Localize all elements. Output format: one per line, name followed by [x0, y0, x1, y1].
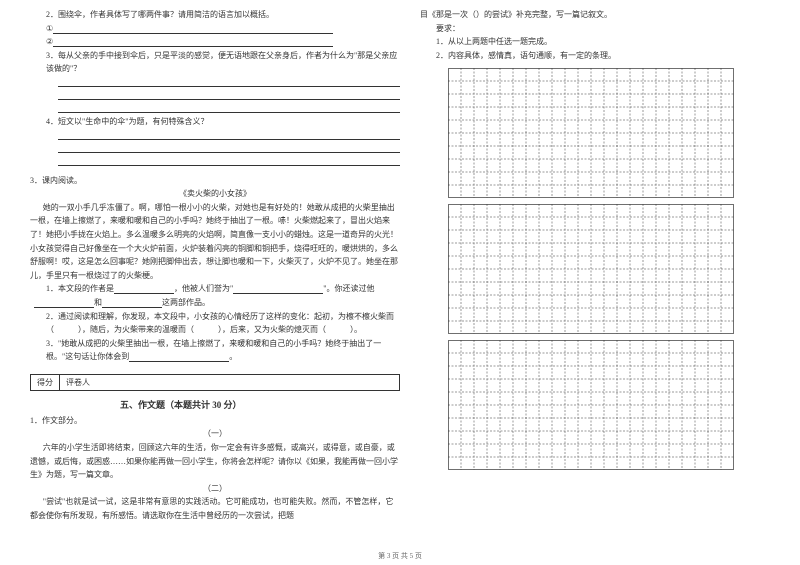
sq2: 2．通过阅读和理解，你发现，本文段中，小女孩的心情经历了这样的变化：起初，为檫不… — [30, 310, 400, 337]
answer-line[interactable] — [58, 155, 400, 166]
part5-title: 五、作文题（本题共计 30 分） — [30, 398, 400, 411]
writing-grids[interactable] — [420, 62, 770, 474]
inclass-label: 3．课内阅读。 — [30, 174, 400, 188]
sq1: 1．本文段的作者是，他被人们誉为""。你还读过他 — [30, 282, 400, 296]
essay1-num: （一） — [30, 427, 400, 441]
req1: 1．从以上两题中任选一题完成。 — [420, 35, 770, 49]
blank-2: ② — [30, 35, 400, 49]
sq3: 3．"她敢从成把的火柴里抽出一根，在墙上擦燃了，来暖和暖和自己的小手吗？她终于抽… — [30, 337, 400, 364]
score-table: 得分 评卷人 — [30, 374, 400, 391]
sq1b: 和这两部作品。 — [30, 296, 400, 310]
answer-line[interactable] — [58, 102, 400, 113]
story-title: 《卖火柴的小女孩》 — [30, 187, 400, 201]
essay2-num: （二） — [30, 482, 400, 496]
essay-label: 1．作文部分。 — [30, 414, 400, 428]
q4-text: 4．短文以"生命中的伞"为题，有何特殊含义？ — [30, 115, 400, 129]
answer-line[interactable] — [58, 129, 400, 140]
story-paragraph: 她的一双小手几乎冻僵了。啊，哪怕一根小小的火柴，对她也是有好处的！她敢从成把的火… — [30, 201, 400, 283]
answer-line[interactable] — [58, 76, 400, 87]
req2: 2．内容具体，感情真，语句通顺，有一定的条理。 — [420, 49, 770, 63]
req-label: 要求： — [420, 22, 770, 36]
answer-line[interactable] — [58, 89, 400, 100]
answer-line[interactable] — [58, 142, 400, 153]
reviewer-cell: 评卷人 — [60, 375, 96, 390]
essay2-text: "尝试"也就是试一试，这是非常有意思的实践活动。它可能成功，也可能失败。然而，不… — [30, 495, 400, 522]
q2-text: 2．围绕伞，作者具体写了哪两件事？请用简洁的语言加以概括。 — [30, 8, 400, 22]
score-cell: 得分 — [31, 375, 60, 390]
blank-1: ① — [30, 22, 400, 36]
right-top: 目《那是一次（）的尝试》补充完整，写一篇记叙文。 — [420, 8, 770, 22]
q3-text: 3．每从父亲的手中接到伞后，只是平淡的感觉，便无语地跟在父亲身后，作者为什么为"… — [30, 49, 400, 76]
page-footer: 第 3 页 共 5 页 — [0, 551, 800, 561]
essay1-text: 六年的小学生活即将结束，回顾这六年的生活，你一定会有许多感慨，或高兴，或得意，或… — [30, 441, 400, 482]
